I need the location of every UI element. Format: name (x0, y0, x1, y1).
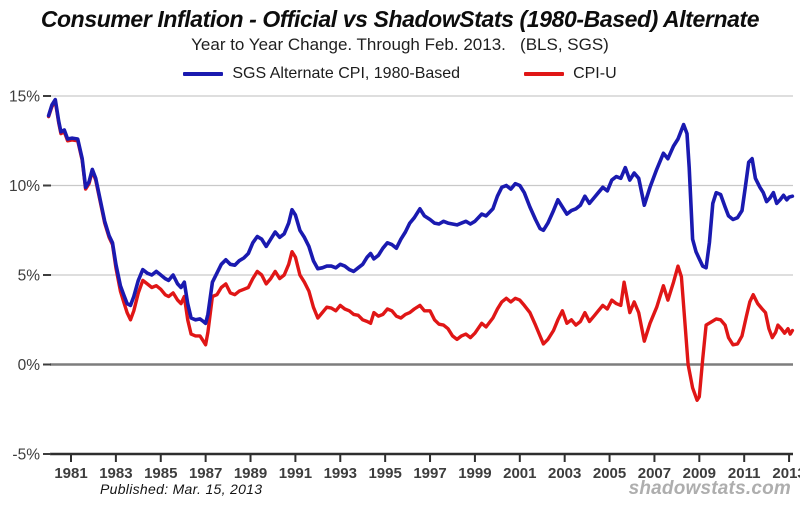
y-axis-label-0pct: 0% (18, 357, 41, 374)
x-axis-label-2005: 2005 (593, 465, 626, 482)
y-axis-label--5pct: -5% (12, 447, 40, 464)
y-axis-label-15pct: 15% (9, 89, 40, 106)
chart-subtitle: Year to Year Change. Through Feb. 2013. … (191, 35, 609, 54)
x-axis-label-2013: 2013 (772, 465, 800, 482)
chart-title: Consumer Inflation - Official vs ShadowS… (40, 6, 760, 32)
series-line-sgs-alternate-cpi-1980-based (46, 97, 795, 326)
x-axis-label-1993: 1993 (324, 465, 357, 482)
cpiu-line-swatch (524, 72, 565, 76)
x-axis-label-2007: 2007 (638, 465, 671, 482)
sgs-line-swatch (183, 72, 224, 76)
y-axis-label-10pct: 10% (9, 178, 40, 195)
x-axis-label-1981: 1981 (54, 465, 87, 482)
x-axis-label-1985: 1985 (144, 465, 177, 482)
x-axis-label-1991: 1991 (279, 465, 312, 482)
x-axis-label-1995: 1995 (368, 465, 401, 482)
x-axis-label-2003: 2003 (548, 465, 581, 482)
x-axis-label-2009: 2009 (683, 465, 716, 482)
cpiu-legend-label: CPI-U (573, 65, 617, 82)
shadowstats-watermark: shadowstats.com (628, 478, 791, 499)
x-axis-label-2001: 2001 (503, 465, 536, 482)
x-axis-label-1989: 1989 (234, 465, 267, 482)
x-axis-label-1997: 1997 (413, 465, 446, 482)
y-axis-label-5pct: 5% (18, 268, 41, 285)
x-axis-label-1987: 1987 (189, 465, 222, 482)
series-line-cpi-u (46, 99, 795, 402)
published-note: Published: Mar. 15, 2013 (100, 481, 263, 497)
x-axis-label-1983: 1983 (99, 465, 132, 482)
sgs-legend-label: SGS Alternate CPI, 1980-Based (232, 65, 461, 82)
x-axis-label-1999: 1999 (458, 465, 491, 482)
chart-legend: SGS Alternate CPI, 1980-Based CPI-U (0, 64, 800, 84)
x-axis-label-2011: 2011 (728, 465, 761, 482)
